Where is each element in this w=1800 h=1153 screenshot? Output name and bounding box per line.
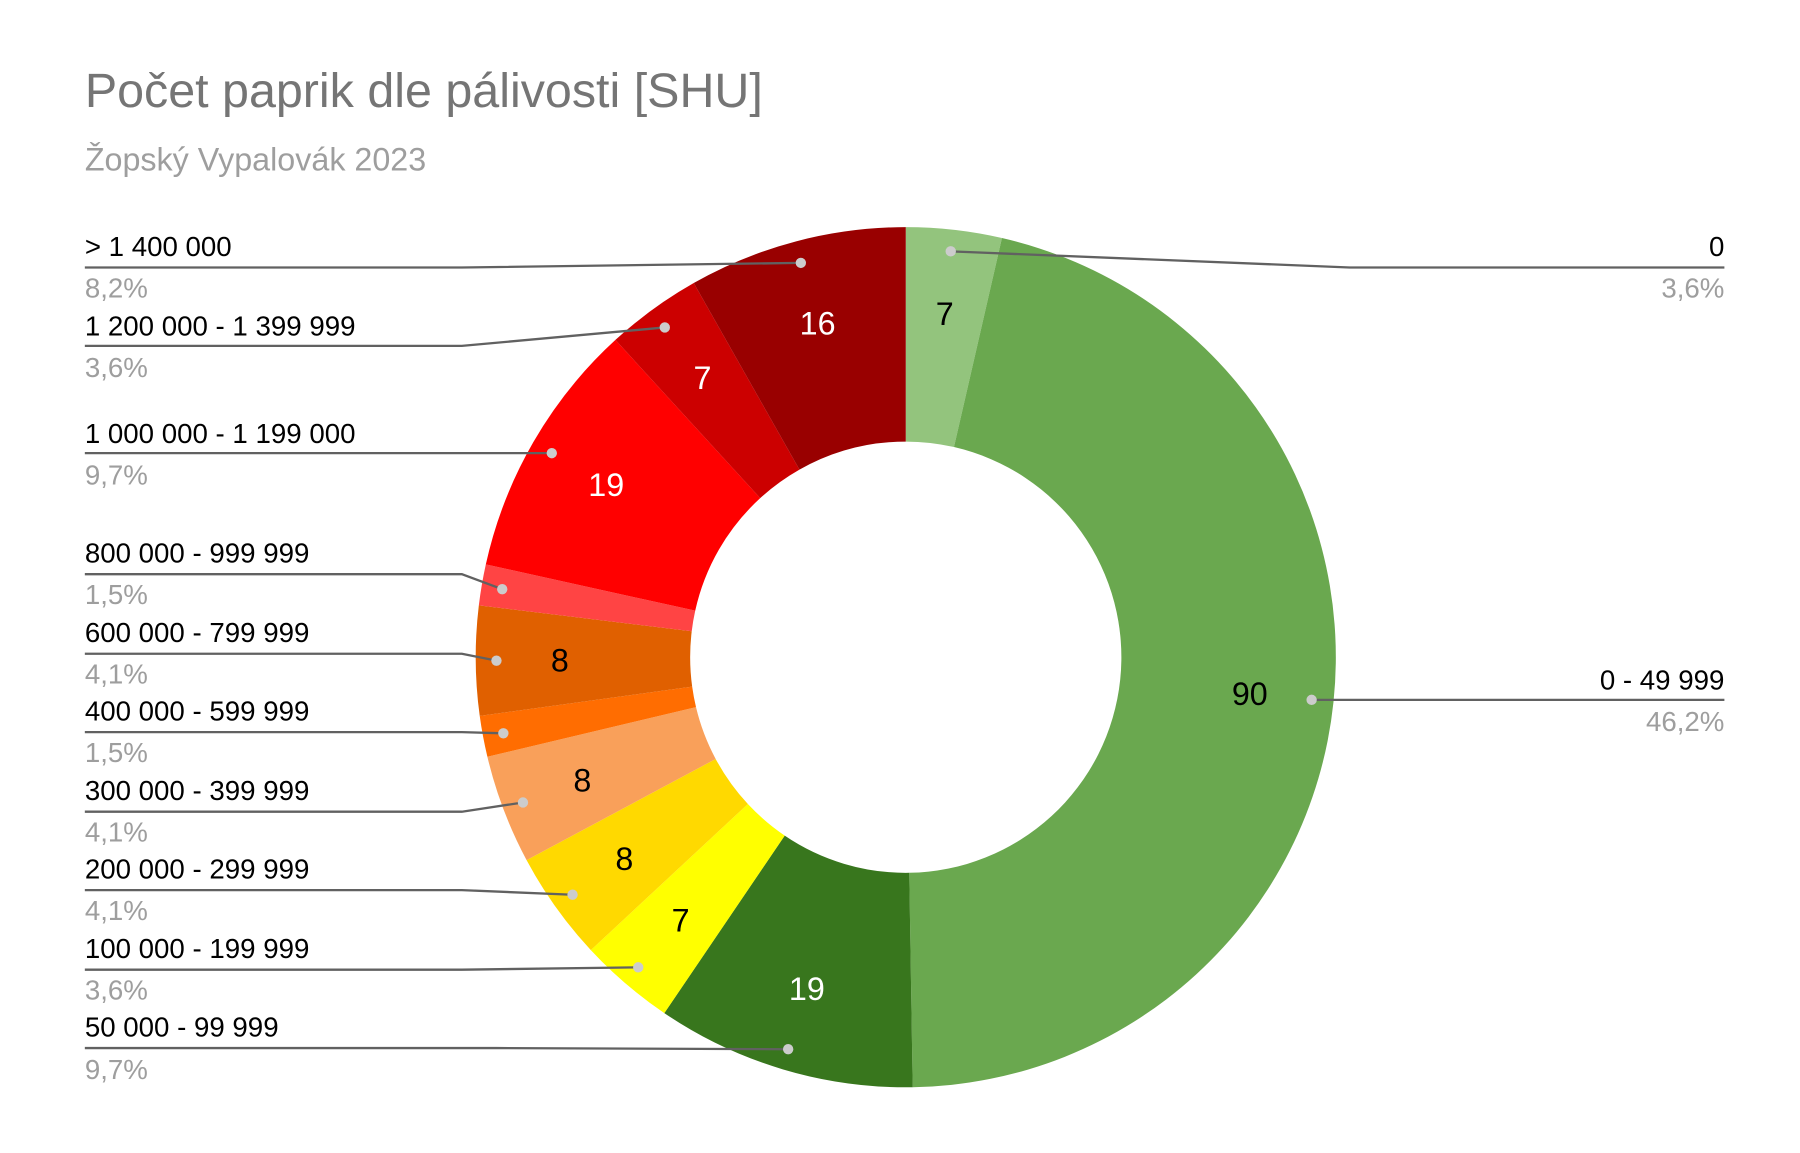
- leader-line: [84, 731, 504, 735]
- callout-label: 0 - 49 999: [1600, 664, 1725, 695]
- callout-percent: 3,6%: [85, 975, 148, 1006]
- slices: [475, 227, 1336, 1088]
- leader-dot: [497, 583, 508, 595]
- slice-7[interactable]: [475, 605, 693, 716]
- leader-line: [950, 250, 1725, 269]
- callout-percent: 9,7%: [85, 1054, 148, 1085]
- callout-label: 1 000 000 - 1 199 000: [85, 418, 356, 449]
- value-label: 8: [615, 841, 633, 877]
- chart-subtitle: Žopský Vypalovák 2023: [85, 142, 426, 178]
- callout-percent: 9,7%: [85, 459, 148, 490]
- chart-title: Počet paprik dle pálivosti [SHU]: [85, 64, 763, 118]
- callout-label: 600 000 - 799 999: [85, 617, 310, 648]
- slice-0[interactable]: [905, 227, 1002, 448]
- leader-line: [84, 652, 497, 662]
- slice-3[interactable]: [590, 804, 785, 1014]
- slice-8[interactable]: [478, 564, 696, 632]
- callouts: 0 3,6% 0 - 49 999 46,2% 50 000 - 99 999 9,7% 1…: [84, 231, 1725, 1085]
- slice-9[interactable]: [485, 339, 761, 611]
- leader-dot: [517, 797, 529, 808]
- value-label: 7: [672, 902, 690, 938]
- leader-dot: [567, 889, 578, 900]
- callout-label: > 1 400 000: [85, 231, 232, 262]
- value-label: 16: [800, 305, 836, 341]
- leader-dot: [546, 447, 557, 459]
- leader-line: [84, 326, 665, 348]
- slice-6[interactable]: [479, 686, 697, 757]
- callout-percent: 1,5%: [85, 579, 148, 610]
- callout-label: 0: [1709, 231, 1724, 262]
- callout-percent: 4,1%: [85, 817, 148, 848]
- leader-dot: [1306, 694, 1317, 706]
- callout-label: 200 000 - 299 999: [85, 854, 310, 885]
- slice-4[interactable]: [526, 758, 748, 951]
- callout-label: 50 000 - 99 999: [85, 1012, 279, 1043]
- value-label: 8: [551, 643, 569, 679]
- leader-line: [84, 573, 503, 591]
- value-label: 19: [789, 971, 825, 1007]
- leader-line: [84, 966, 639, 971]
- callout-label: 1 200 000 - 1 399 999: [85, 311, 356, 342]
- slice-10[interactable]: [615, 283, 800, 499]
- callout-percent: 3,6%: [1661, 272, 1724, 303]
- leader-dot: [782, 1044, 794, 1055]
- callout-percent: 4,1%: [85, 659, 148, 690]
- slice-11[interactable]: [693, 227, 906, 470]
- leader-dot: [659, 322, 670, 333]
- callout-label: 400 000 - 599 999: [85, 696, 310, 727]
- leader-dot: [491, 655, 502, 666]
- leader-line: [84, 801, 524, 813]
- leader-dot: [498, 728, 509, 739]
- callout-percent: 4,1%: [85, 895, 148, 926]
- leader-dot: [945, 246, 956, 257]
- callout-label: 100 000 - 199 999: [85, 933, 310, 964]
- value-label: 19: [588, 467, 624, 503]
- callout-label: 300 000 - 399 999: [85, 775, 310, 806]
- slice-1[interactable]: [909, 238, 1336, 1088]
- callout-percent: 8,2%: [85, 272, 148, 303]
- callout-percent: 1,5%: [85, 737, 148, 768]
- value-labels: 7 90 19 7 8 8 8 19 7 16: [551, 296, 1268, 1007]
- leader-line: [84, 888, 573, 896]
- value-label: 8: [573, 762, 591, 798]
- value-label: 7: [936, 296, 954, 332]
- slice-5[interactable]: [487, 707, 716, 861]
- leader-dot: [795, 257, 807, 269]
- leader-dot: [633, 962, 644, 973]
- callout-percent: 3,6%: [85, 352, 148, 383]
- leader-line: [84, 261, 801, 269]
- value-label: 7: [693, 360, 711, 396]
- leader-line: [84, 1046, 789, 1051]
- callout-label: 800 000 - 999 999: [85, 538, 310, 569]
- callout-percent: 46,2%: [1646, 706, 1724, 737]
- slice-2[interactable]: [664, 835, 913, 1088]
- value-label: 90: [1232, 676, 1268, 712]
